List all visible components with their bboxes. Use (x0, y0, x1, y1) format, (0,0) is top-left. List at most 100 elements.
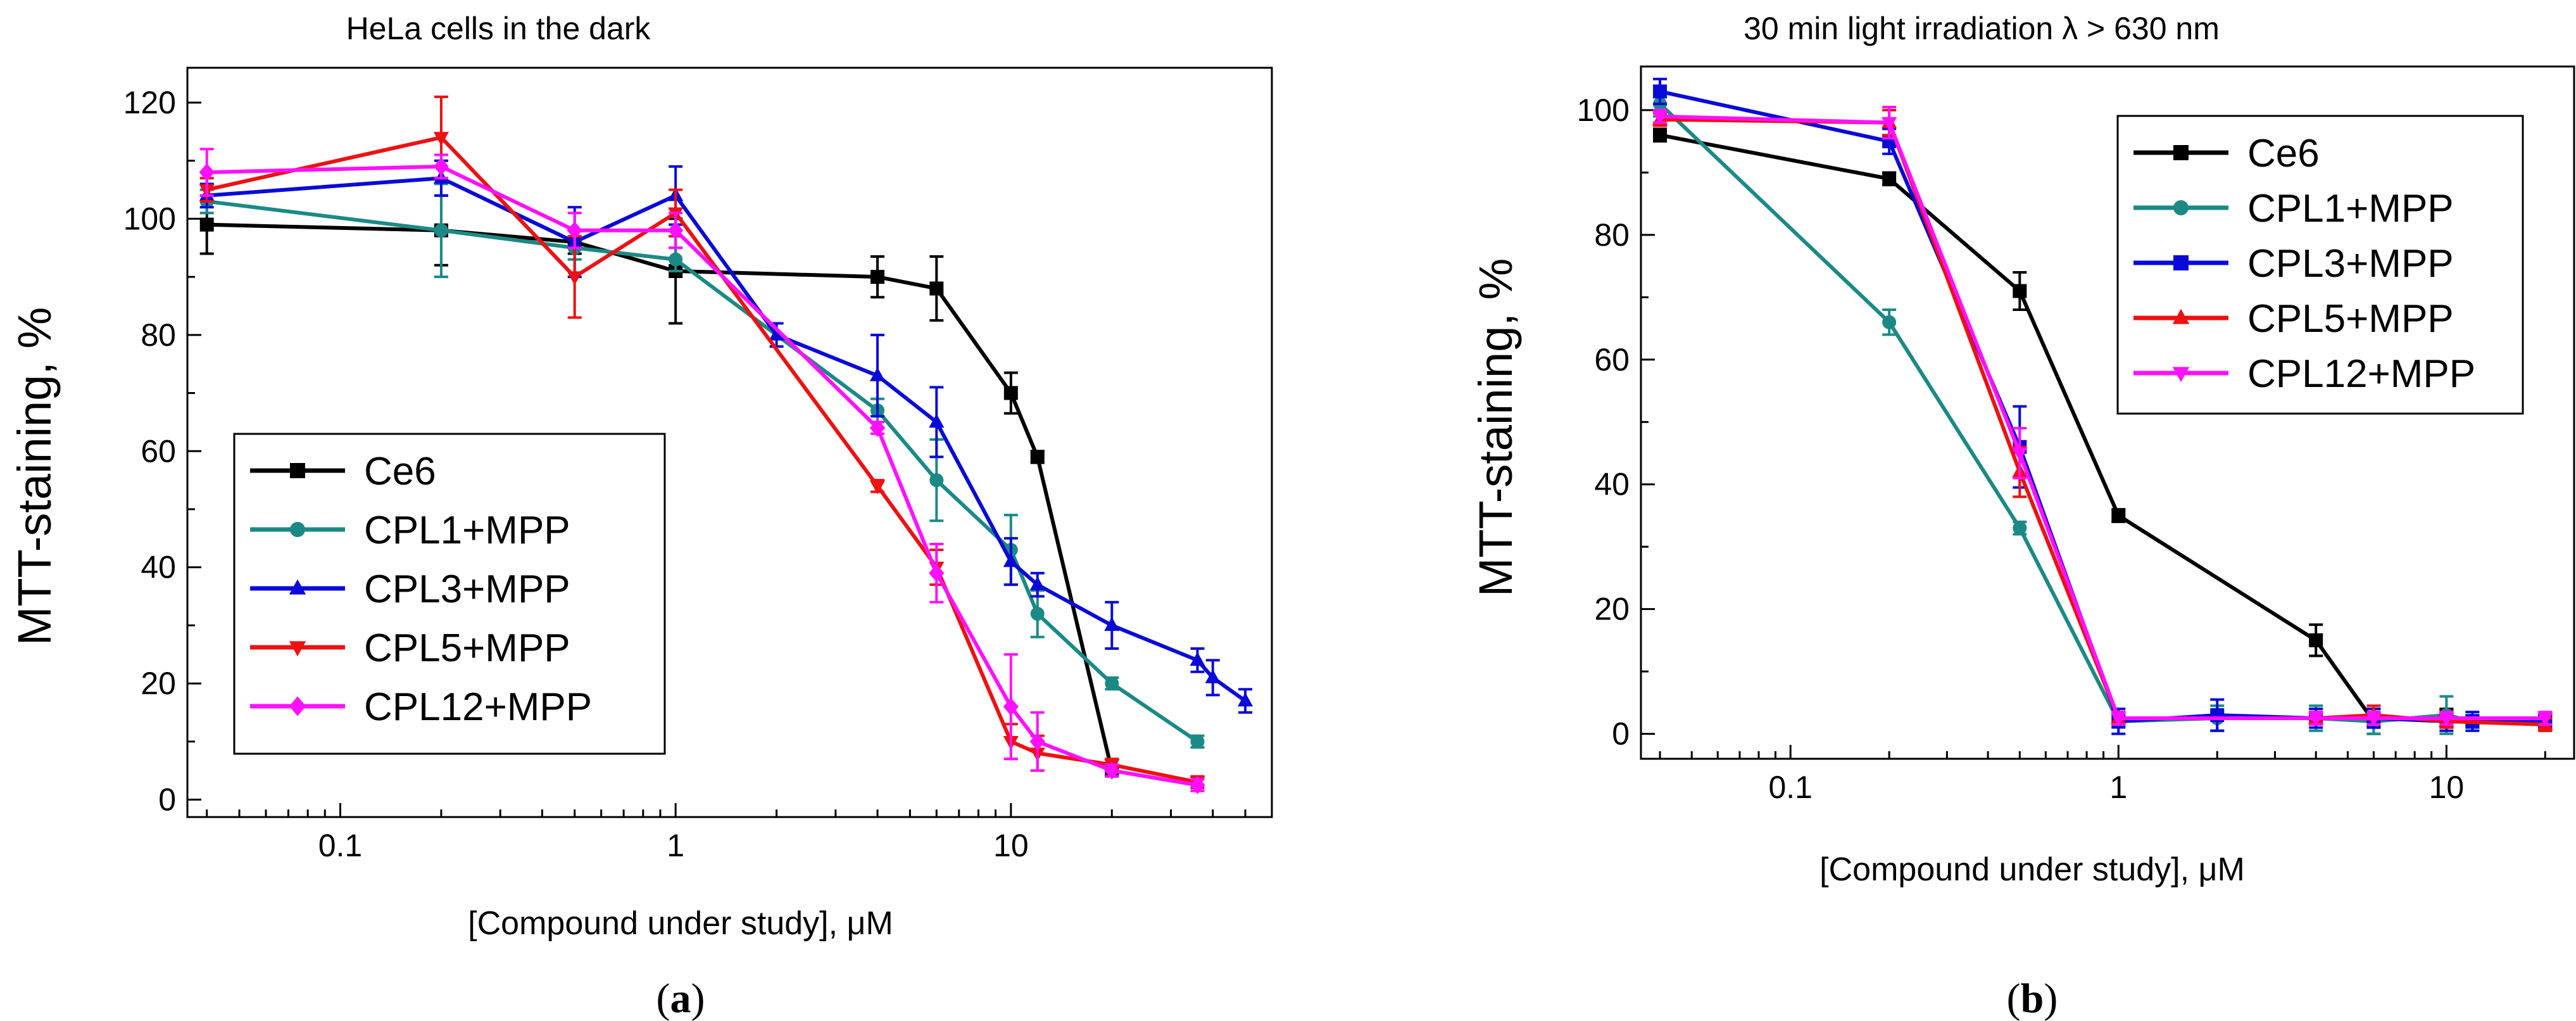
x-tick-label: 10 (993, 828, 1029, 863)
legend-entry: Ce6 (2133, 132, 2320, 175)
y-tick-label: 100 (1577, 92, 1630, 128)
data-point (869, 419, 886, 437)
legend-marker (290, 522, 305, 537)
x-axis-label: [Compound under study], μM (1819, 851, 2245, 888)
legend-entry: CPL3+MPP (250, 568, 570, 611)
data-point (567, 221, 582, 240)
data-point (870, 270, 885, 284)
legend-entry: CPL5+MPP (250, 626, 570, 670)
y-tick-label: 80 (141, 317, 176, 353)
legend-label: CPL5+MPP (364, 626, 570, 670)
data-point (1653, 84, 1668, 99)
data-point (1882, 172, 1897, 186)
data-point (2537, 713, 2553, 727)
plot-frame (1640, 65, 2575, 760)
legend-label: CPL1+MPP (364, 509, 570, 552)
panel-label: (b) (2007, 975, 2058, 1021)
y-tick-label: 100 (123, 201, 176, 236)
data-point (2111, 713, 2127, 727)
legend-entry: CPL1+MPP (250, 509, 570, 552)
legend: Ce6 CPL1+MPP CPL3+MPP CPL5+MPP CPL12+MPP (2116, 115, 2524, 415)
chart-panel-a: HeLa cells in the dark MTT-staining, % [… (8, 11, 1273, 1021)
legend-label: Ce6 (2247, 132, 2320, 175)
y-tick-label: 20 (141, 666, 176, 701)
data-point (1029, 576, 1045, 590)
plot-area (199, 95, 1253, 794)
data-point (869, 480, 886, 495)
legend-entry: CPL12+MPP (2133, 352, 2475, 396)
data-point (1104, 617, 1120, 631)
y-tick-label: 20 (1594, 592, 1630, 627)
legend-entry: Ce6 (250, 450, 436, 493)
panel-label: (a) (657, 975, 705, 1021)
axes: 0 20 40 60 80 100 0.1 1 10 (1577, 65, 2575, 805)
series-line (206, 136, 1198, 784)
chart-title: 30 min light irradiation λ > 630 nm (1744, 11, 2220, 46)
axes: 0 20 40 60 80 100 120 0.1 1 10 (123, 67, 1273, 863)
series-cpl12-mpp (1652, 106, 2553, 727)
data-point (1029, 732, 1045, 751)
legend-marker (290, 463, 305, 478)
data-point (1190, 652, 1205, 666)
data-point (434, 223, 448, 238)
data-point (669, 252, 683, 267)
y-tick-label: 40 (1594, 467, 1630, 502)
data-point (1003, 553, 1019, 568)
legend-marker (289, 696, 306, 716)
data-point (1882, 117, 1897, 131)
y-tick-label: 0 (1612, 716, 1630, 752)
data-point (1237, 692, 1253, 707)
legend-label: CPL12+MPP (364, 685, 592, 729)
x-tick-label: 0.1 (318, 828, 363, 863)
data-point (1652, 110, 1668, 125)
data-point (567, 271, 582, 286)
legend-marker (289, 579, 306, 595)
y-axis-label: MTT-staining, % (1469, 258, 1522, 597)
chart-panel-b: 30 min light irradiation λ > 630 nm MTT-… (1469, 11, 2575, 1021)
legend-label: CPL12+MPP (2247, 352, 2475, 396)
data-point (2013, 521, 2027, 535)
x-tick-label: 0.1 (1768, 770, 1813, 805)
data-point (929, 473, 944, 488)
data-point (2013, 284, 2027, 298)
legend-frame (233, 433, 666, 755)
x-axis-label: [Compound under study], μM (468, 905, 893, 942)
legend-marker (2173, 255, 2189, 270)
legend-marker (2173, 145, 2189, 160)
legend-label: CPL5+MPP (2247, 297, 2454, 341)
legend-label: CPL3+MPP (364, 568, 570, 611)
data-point (1003, 697, 1019, 716)
data-point (1190, 734, 1205, 749)
data-point (769, 326, 784, 341)
legend-entry: CPL5+MPP (2133, 297, 2454, 341)
data-point (2308, 713, 2324, 727)
y-tick-label: 60 (1594, 342, 1630, 377)
series-line (206, 164, 1198, 787)
plot-frame (186, 67, 1273, 818)
data-point (1205, 669, 1221, 683)
data-point (2439, 713, 2454, 727)
legend-marker (2172, 308, 2190, 324)
data-point (199, 163, 215, 182)
data-point (1882, 315, 1897, 329)
data-point (929, 564, 945, 583)
data-point (2111, 508, 2126, 523)
y-tick-label: 60 (141, 433, 176, 469)
data-point (2309, 633, 2323, 647)
legend-label: CPL3+MPP (2247, 242, 2454, 286)
y-axis-label: MTT-staining, % (8, 307, 61, 646)
series-line (1659, 114, 2546, 720)
data-point (433, 157, 449, 176)
legend: Ce6 CPL1+MPP CPL3+MPP CPL5+MPP CPL12+MPP (233, 433, 666, 755)
y-tick-label: 40 (141, 550, 176, 585)
data-point (1190, 776, 1205, 794)
data-point (433, 132, 449, 146)
data-point (929, 281, 944, 296)
data-point (1104, 761, 1120, 780)
legend-entry: CPL12+MPP (250, 685, 592, 729)
series-line (206, 199, 1199, 744)
data-point (1105, 676, 1119, 691)
data-point (929, 414, 945, 428)
legend-label: CPL1+MPP (2247, 187, 2454, 231)
